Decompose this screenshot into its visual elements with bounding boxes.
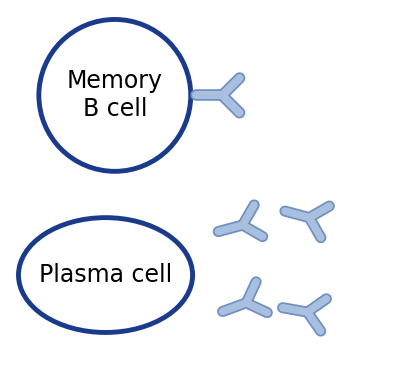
Ellipse shape (18, 218, 192, 332)
Ellipse shape (39, 20, 191, 171)
Text: Memory
B cell: Memory B cell (67, 70, 163, 121)
Text: Plasma cell: Plasma cell (39, 263, 172, 287)
